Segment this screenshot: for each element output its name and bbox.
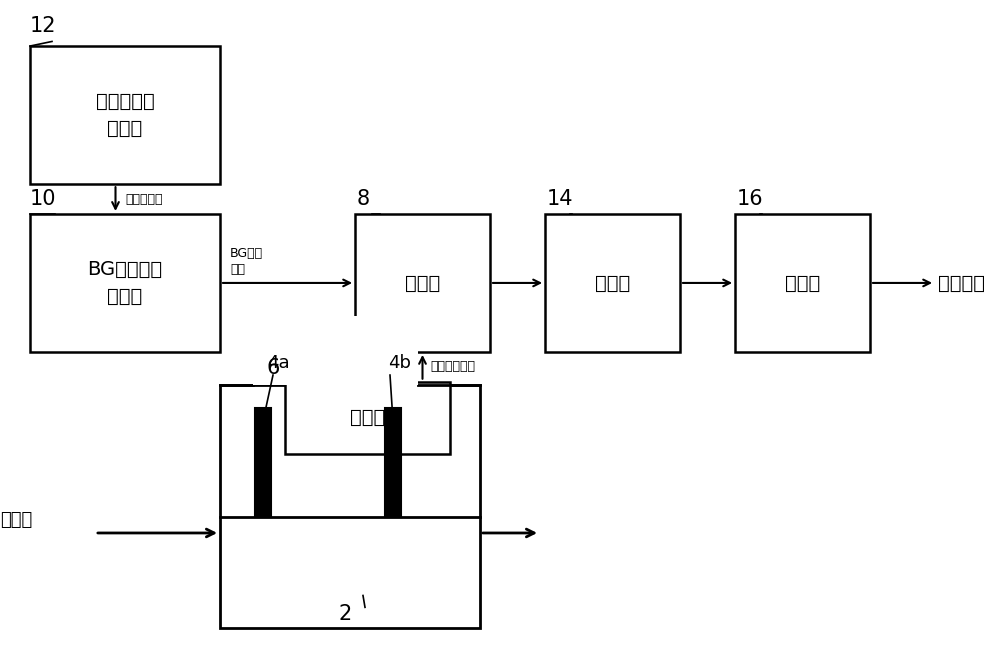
Text: 8: 8	[357, 189, 370, 209]
Text: 14: 14	[547, 189, 574, 209]
Text: 运算部: 运算部	[785, 274, 820, 292]
Text: BG减法信号
生成部: BG减法信号 生成部	[87, 260, 163, 306]
Text: 加法部: 加法部	[405, 274, 440, 292]
Bar	[355, 214, 490, 352]
Bar	[30, 214, 220, 352]
Text: 试样液: 试样液	[0, 511, 32, 529]
Text: 电传导度: 电传导度	[938, 274, 985, 292]
Bar	[220, 385, 480, 628]
Text: 相位调整值
保持部: 相位调整值 保持部	[96, 92, 154, 138]
Text: 4b: 4b	[388, 354, 412, 372]
Text: 10: 10	[30, 189, 56, 209]
Text: 电传导度信号: 电传导度信号	[430, 361, 476, 373]
Bar	[30, 46, 220, 184]
Bar	[545, 214, 680, 352]
Text: 放大部: 放大部	[595, 274, 630, 292]
Bar	[385, 408, 401, 517]
Text: BG减法
信号: BG减法 信号	[230, 247, 263, 276]
Bar	[735, 214, 870, 352]
Text: 12: 12	[30, 16, 56, 36]
Text: 16: 16	[737, 189, 764, 209]
Text: 测定部: 测定部	[350, 409, 385, 427]
Text: 相位调整值: 相位调整值	[126, 193, 163, 205]
Text: 2: 2	[338, 604, 352, 624]
Bar	[253, 316, 418, 385]
Text: 4a: 4a	[267, 354, 289, 372]
Bar	[255, 408, 271, 517]
Text: 6: 6	[267, 359, 280, 378]
Bar	[285, 382, 450, 454]
